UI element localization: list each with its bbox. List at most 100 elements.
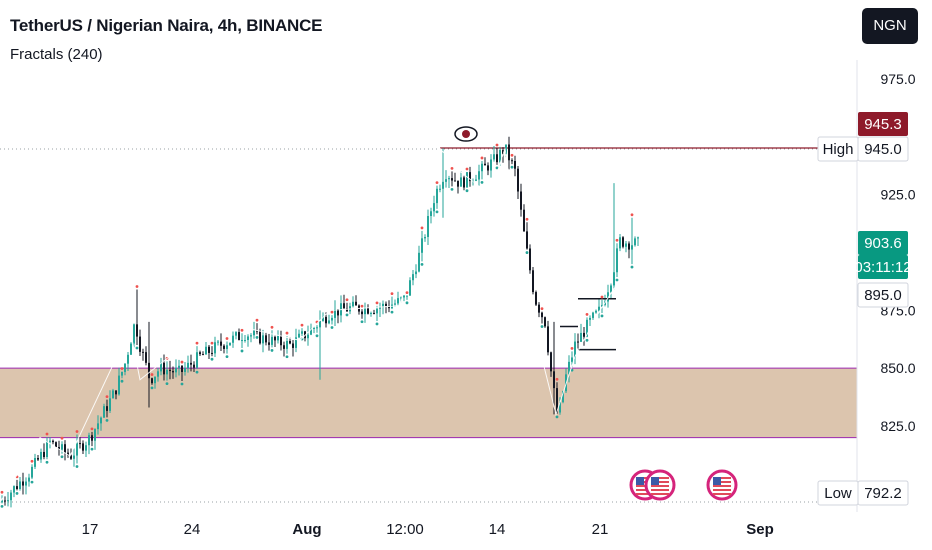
level-label: 895.0 — [864, 287, 902, 304]
fractal-down-marker — [150, 386, 154, 390]
candle-body — [595, 310, 597, 313]
flag-stripe — [651, 493, 669, 495]
candle-body — [301, 331, 303, 334]
fractal-down-marker — [420, 263, 424, 266]
candle-body — [580, 332, 582, 342]
candle-body — [19, 481, 21, 489]
candle-body — [118, 375, 120, 395]
fractal-up-marker — [135, 285, 139, 288]
event-icons[interactable] — [454, 126, 738, 501]
candle-body — [112, 390, 114, 399]
candle-body — [250, 335, 252, 337]
zone-layer — [0, 367, 857, 439]
candle-body — [40, 451, 42, 460]
fractal-down-marker — [435, 210, 439, 214]
candle-body — [631, 245, 633, 250]
fractal-down-marker — [405, 301, 409, 305]
last-price-label-box — [858, 231, 908, 255]
candle-body — [16, 486, 18, 489]
fractal-down-marker — [540, 325, 544, 328]
indicator-label[interactable]: Fractals (240) — [10, 46, 103, 63]
flag-stripe — [713, 477, 731, 479]
candle-body — [283, 345, 285, 349]
candle-body — [319, 320, 321, 328]
x-tick-label: 24 — [184, 521, 201, 538]
candle-body — [226, 345, 228, 349]
candle-body — [448, 178, 450, 180]
candle-body — [382, 303, 384, 308]
candle-body — [490, 159, 492, 171]
candle-body — [559, 402, 561, 413]
candle-body — [328, 320, 330, 324]
candle-body — [229, 342, 231, 346]
candle-body — [223, 345, 225, 349]
fractal-down-marker — [165, 382, 169, 386]
level-label-box — [857, 282, 909, 308]
fractal-up-marker — [570, 346, 574, 350]
candle-body — [334, 309, 336, 318]
candle-body — [592, 312, 594, 318]
candle-body — [316, 327, 318, 329]
fractal-up-marker — [630, 213, 634, 217]
candle-body — [598, 306, 600, 311]
candle-body — [268, 342, 270, 345]
candle-body — [361, 311, 363, 315]
candle-body — [277, 335, 279, 341]
candle-body — [142, 351, 144, 353]
candle-body — [106, 406, 108, 411]
x-tick-label: 12:00 — [386, 521, 424, 538]
currency-button[interactable]: NGN — [862, 8, 918, 44]
candle-layer — [1, 136, 639, 508]
fractal-down-marker — [555, 415, 559, 419]
candle-body — [208, 346, 210, 353]
candle-body — [529, 248, 531, 271]
fractal-up-marker — [525, 217, 529, 221]
candle-body — [55, 442, 57, 448]
flag-stripe — [713, 489, 731, 491]
candle-body — [127, 354, 129, 364]
candle-body — [166, 369, 168, 375]
candle-body — [178, 365, 180, 368]
candle-body — [238, 332, 240, 341]
candle-body — [439, 188, 441, 190]
fractal-down-marker — [450, 188, 454, 191]
flag-stripe — [651, 489, 669, 491]
candle-body — [505, 144, 507, 155]
flag-stripe — [651, 481, 669, 483]
fractal-up-marker — [270, 325, 274, 329]
flag-stripe — [713, 481, 731, 483]
candle-body — [388, 305, 390, 309]
candle-body — [430, 211, 432, 217]
candle-body — [367, 307, 369, 314]
candle-body — [508, 144, 510, 161]
time-axis[interactable]: 17 24 Aug 12:00 14 21 Sep — [82, 521, 774, 538]
candle-body — [610, 285, 612, 293]
candle-body — [433, 203, 435, 212]
candle-body — [154, 376, 156, 384]
us-flag-event-icon — [706, 469, 738, 501]
fractal-up-marker — [225, 337, 229, 340]
flag-stripe — [651, 477, 669, 479]
y-tick-label: 975.0 — [880, 71, 915, 87]
fractal-up-marker — [0, 490, 4, 494]
fractal-up-marker — [510, 153, 514, 157]
fractal-up-marker — [375, 301, 379, 305]
candle-body — [49, 440, 51, 442]
candle-body — [637, 237, 639, 239]
candle-body — [145, 352, 147, 363]
fractal-up-marker — [75, 430, 79, 433]
candle-body — [628, 243, 630, 250]
candle-body — [184, 367, 186, 373]
candle-body — [64, 444, 66, 453]
candle-body — [205, 346, 207, 355]
candle-body — [58, 447, 60, 450]
candle-body — [499, 150, 501, 163]
fractal-up-marker — [210, 341, 214, 345]
candle-body — [571, 357, 573, 362]
candle-body — [370, 312, 372, 314]
high-value-label: 945.0 — [864, 141, 902, 158]
candle-body — [478, 171, 480, 180]
fractal-down-marker — [375, 322, 379, 326]
candle-body — [469, 172, 471, 182]
